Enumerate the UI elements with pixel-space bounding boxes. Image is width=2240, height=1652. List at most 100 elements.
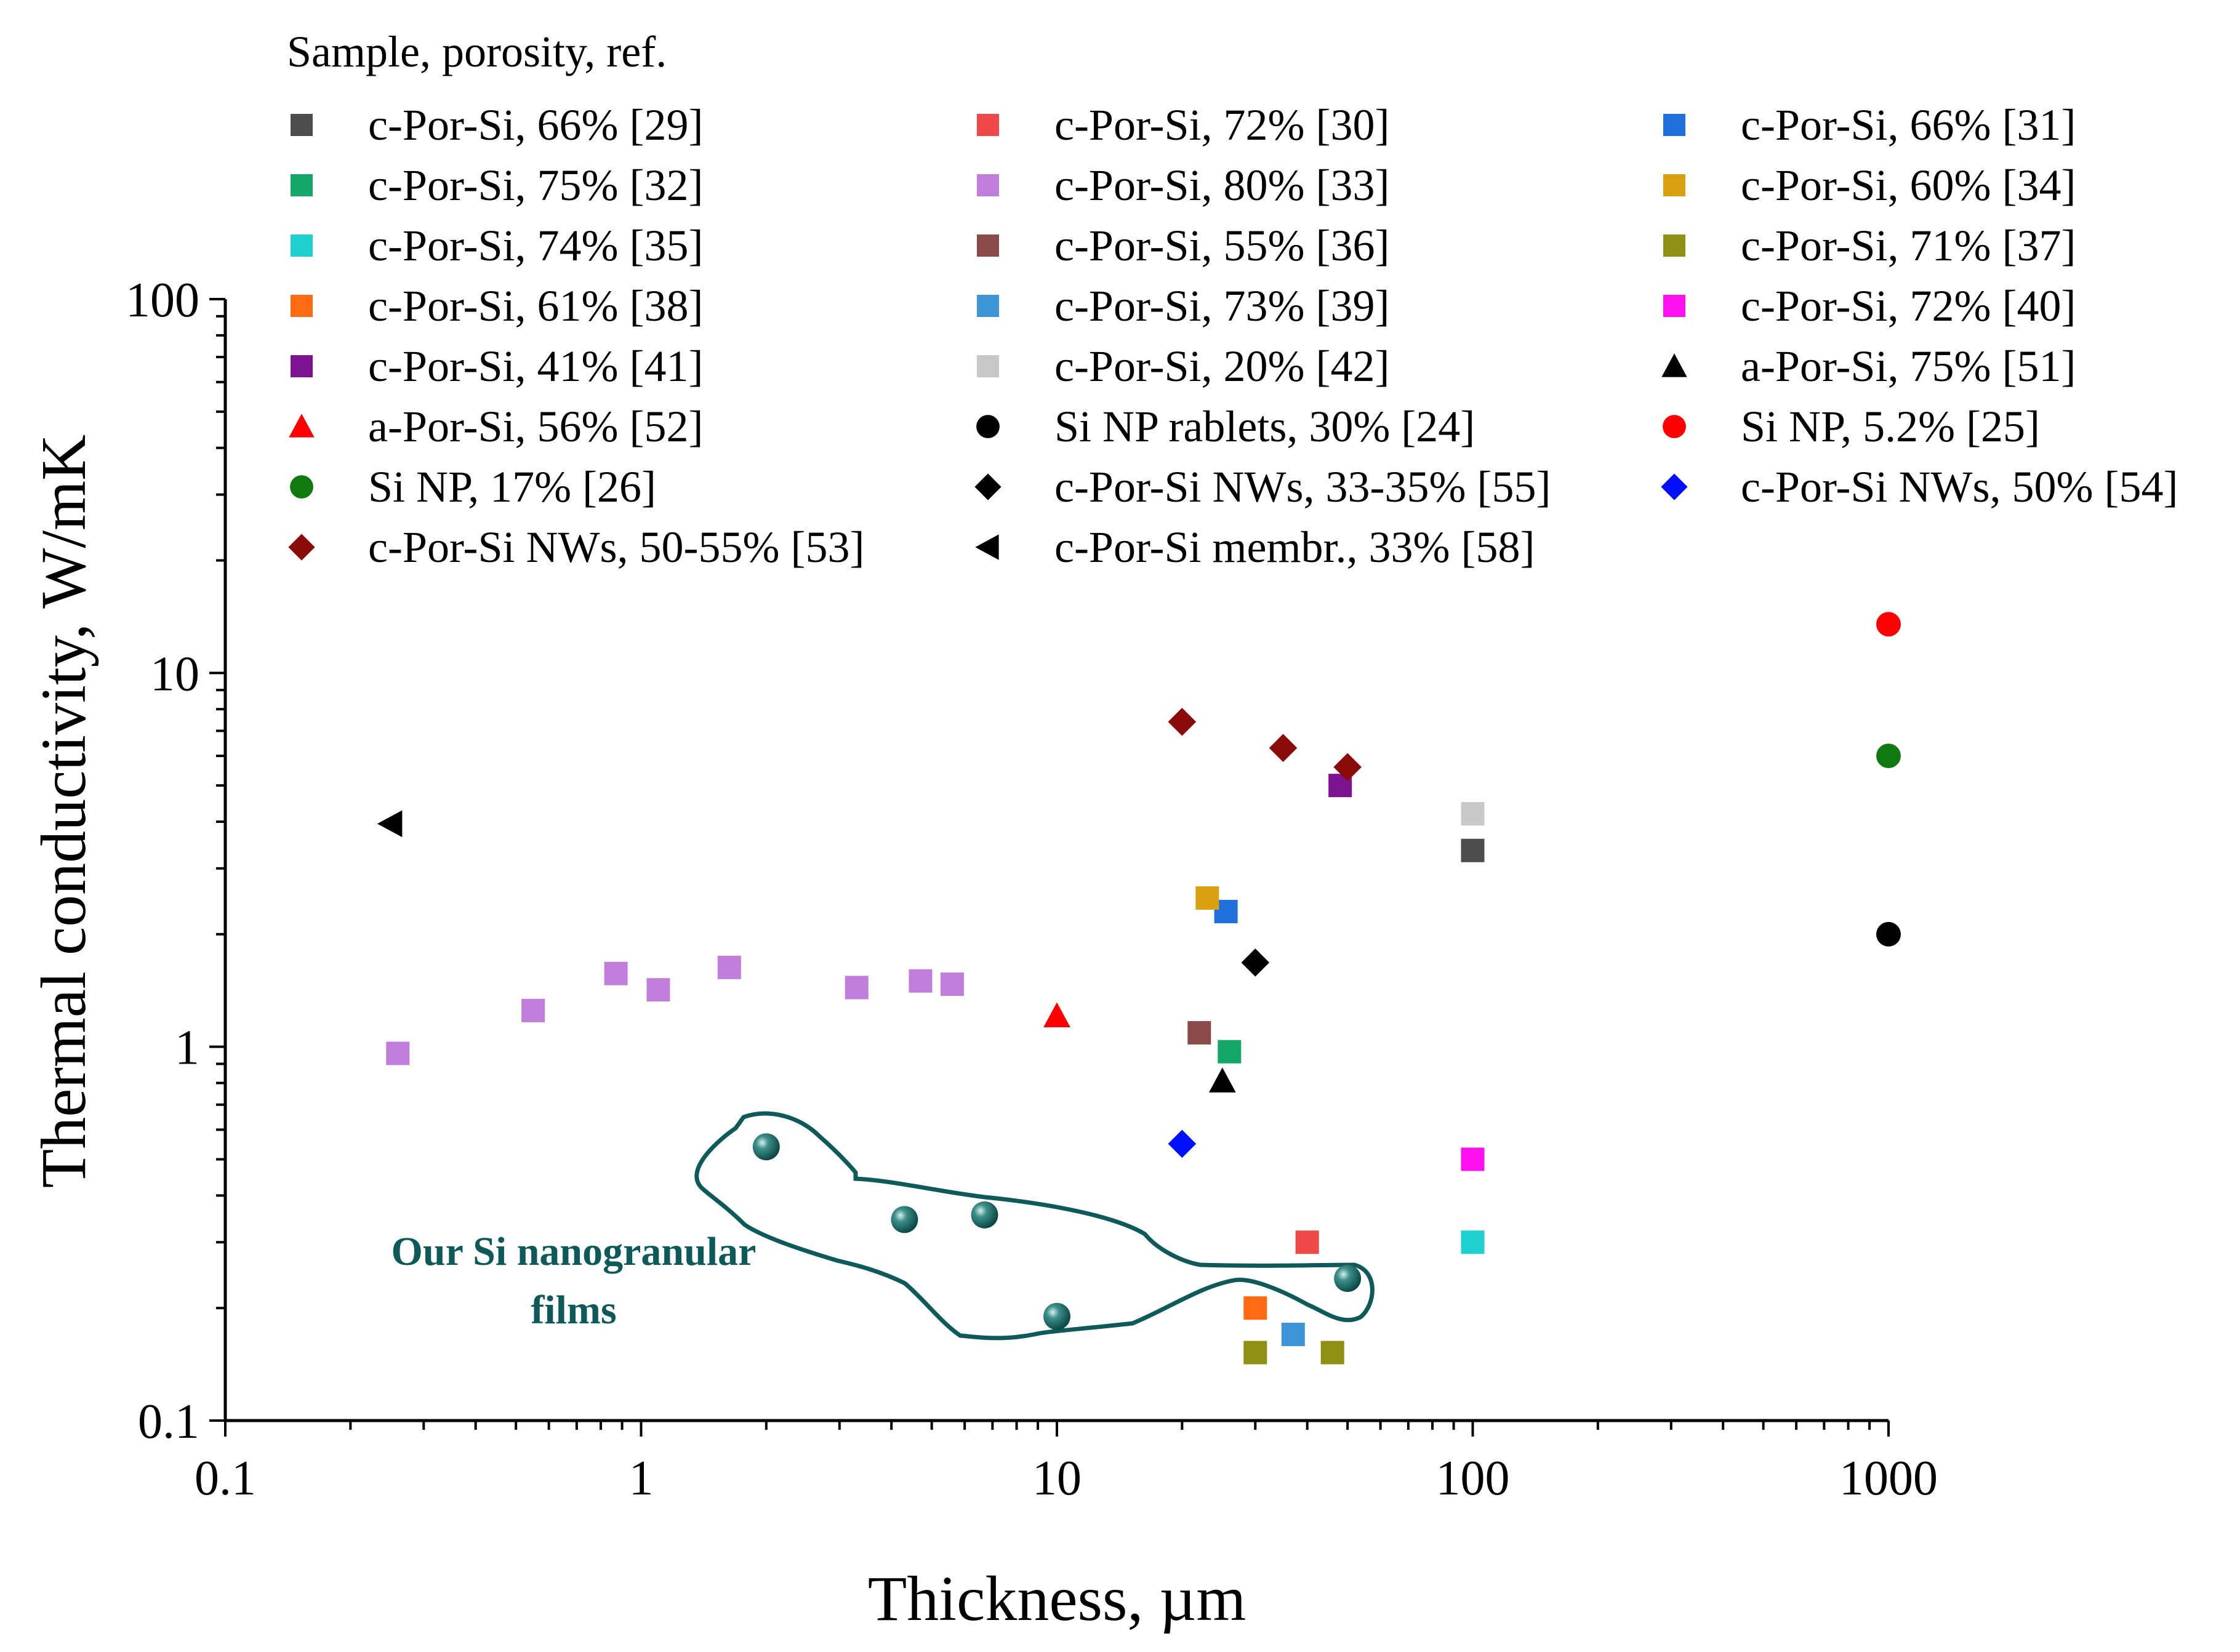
data-point-s3-p0 — [1218, 1040, 1242, 1064]
data-point-s9-p0 — [1243, 1296, 1267, 1320]
annotation-label-line1: Our Si nanogranular — [391, 1229, 757, 1274]
legend-marker-0 — [291, 114, 313, 136]
legend-label-20: c-Por-Si NWs, 50% [54] — [1741, 462, 2178, 511]
legend-label-7: c-Por-Si, 55% [36] — [1054, 221, 1389, 270]
data-point-s4-p3 — [646, 978, 670, 1002]
y-tick-label: 0.1 — [138, 1395, 199, 1449]
legend-label-12: c-Por-Si, 41% [41] — [368, 342, 703, 391]
data-point-s18-p0 — [1876, 744, 1901, 769]
legend-marker-8 — [1663, 235, 1685, 257]
data-point-s4-p5 — [845, 976, 869, 1000]
legend-label-18: Si NP, 17% [26] — [368, 462, 656, 511]
x-tick-label: 1 — [629, 1451, 654, 1506]
legend-marker-20 — [1661, 473, 1688, 500]
legend-marker-11 — [1663, 295, 1685, 317]
legend-label-6: c-Por-Si, 74% [35] — [368, 221, 703, 270]
legend-label-11: c-Por-Si, 72% [40] — [1741, 281, 2076, 331]
data-point-s20-p0 — [1168, 1129, 1197, 1158]
legend-title: Sample, porosity, ref. — [287, 27, 667, 76]
data-points — [377, 612, 1901, 1365]
data-point-s11-p0 — [1461, 1147, 1485, 1171]
legend-label-2: c-Por-Si, 66% [31] — [1741, 100, 2076, 150]
data-point-s6-p0 — [1461, 1230, 1485, 1254]
x-tick-label: 100 — [1436, 1451, 1510, 1506]
data-point-s4-p6 — [909, 969, 933, 993]
legend-marker-12 — [291, 355, 313, 377]
data-point-s4-p7 — [940, 972, 964, 996]
y-tick-label: 100 — [126, 273, 199, 327]
x-tick-label: 1000 — [1839, 1451, 1938, 1506]
legend-marker-16 — [976, 415, 1000, 438]
legend-label-19: c-Por-Si NWs, 33-35% [55] — [1054, 462, 1551, 511]
data-point-s16-p0 — [1876, 921, 1901, 947]
data-point-s13-p0 — [1461, 802, 1485, 826]
legend-marker-18 — [290, 475, 313, 499]
legend-marker-7 — [977, 235, 999, 257]
legend-label-14: a-Por-Si, 75% [51] — [1741, 342, 2076, 391]
x-tick-label: 10 — [1032, 1451, 1082, 1506]
legend-label-8: c-Por-Si, 71% [37] — [1741, 221, 2076, 270]
legend-marker-19 — [974, 473, 1002, 500]
legend-label-9: c-Por-Si, 61% [38] — [368, 281, 703, 331]
data-point-s4-p2 — [604, 961, 628, 985]
data-point-s21-p0 — [1168, 707, 1197, 736]
data-point-s21-p2 — [1333, 753, 1362, 782]
legend-marker-21 — [288, 534, 315, 561]
annotation-point-0 — [752, 1133, 780, 1161]
legend-label-13: c-Por-Si, 20% [42] — [1054, 342, 1389, 391]
legend-marker-13 — [977, 355, 999, 377]
legend-label-22: c-Por-Si membr., 33% [58] — [1054, 523, 1535, 572]
legend-label-3: c-Por-Si, 75% [32] — [368, 161, 703, 210]
legend-marker-2 — [1663, 114, 1685, 136]
legend-label-16: Si NP rablets, 30% [24] — [1054, 402, 1475, 451]
annotation-outline — [694, 1111, 1375, 1341]
annotation-point-3 — [1043, 1302, 1070, 1330]
annotation-point-4 — [1334, 1265, 1362, 1293]
legend-label-1: c-Por-Si, 72% [30] — [1054, 100, 1389, 150]
y-tick-label: 1 — [175, 1021, 199, 1075]
legend-marker-22 — [975, 534, 999, 560]
legend-marker-3 — [291, 174, 313, 196]
legend-marker-6 — [291, 235, 313, 257]
legend-label-0: c-Por-Si, 66% [29] — [368, 100, 703, 150]
annotation-point-2 — [971, 1201, 998, 1229]
legend-label-5: c-Por-Si, 60% [34] — [1741, 161, 2076, 210]
data-point-s19-p0 — [1241, 948, 1270, 977]
data-point-s21-p1 — [1269, 734, 1298, 763]
x-tick-label: 0.1 — [195, 1451, 256, 1506]
legend-marker-9 — [291, 295, 313, 317]
annotation-group — [694, 1111, 1375, 1341]
data-point-s7-p0 — [1187, 1020, 1211, 1045]
annotation-point-1 — [891, 1206, 918, 1233]
data-point-s10-p0 — [1281, 1323, 1305, 1347]
data-point-s22-p0 — [377, 810, 403, 838]
data-point-s4-p4 — [717, 955, 741, 979]
x-axis-title: Thickness, µm — [868, 1563, 1246, 1634]
data-point-s4-p1 — [521, 998, 545, 1022]
legend-marker-10 — [977, 295, 999, 317]
legend-marker-14 — [1661, 353, 1687, 377]
data-point-s14-p0 — [1208, 1067, 1236, 1093]
legend-label-4: c-Por-Si, 80% [33] — [1054, 161, 1389, 210]
axes: 0.1 1 10 100 1000 0.1 1 10 100 — [126, 273, 1938, 1506]
y-tick-label: 10 — [150, 647, 199, 701]
legend-label-17: Si NP, 5.2% [25] — [1741, 402, 2040, 451]
annotation-label-line2: films — [531, 1288, 616, 1333]
data-point-s15-p0 — [1043, 1002, 1070, 1027]
data-point-s0-p0 — [1461, 838, 1485, 862]
data-point-s8-p1 — [1320, 1341, 1344, 1365]
legend-marker-15 — [289, 414, 315, 438]
legend-marker-4 — [977, 174, 999, 196]
legend-marker-5 — [1663, 174, 1685, 196]
legend-marker-17 — [1663, 415, 1686, 438]
legend-label-21: c-Por-Si NWs, 50-55% [53] — [368, 523, 864, 572]
data-point-s4-p0 — [386, 1041, 410, 1065]
legend-label-15: a-Por-Si, 56% [52] — [368, 402, 703, 451]
data-point-s17-p0 — [1876, 612, 1901, 637]
legend-label-10: c-Por-Si, 73% [39] — [1054, 281, 1389, 331]
legend: c-Por-Si, 66% [29] c-Por-Si, 72% [30] c-Po… — [288, 100, 2178, 572]
data-point-s1-p0 — [1295, 1230, 1319, 1254]
legend-marker-1 — [977, 114, 999, 136]
